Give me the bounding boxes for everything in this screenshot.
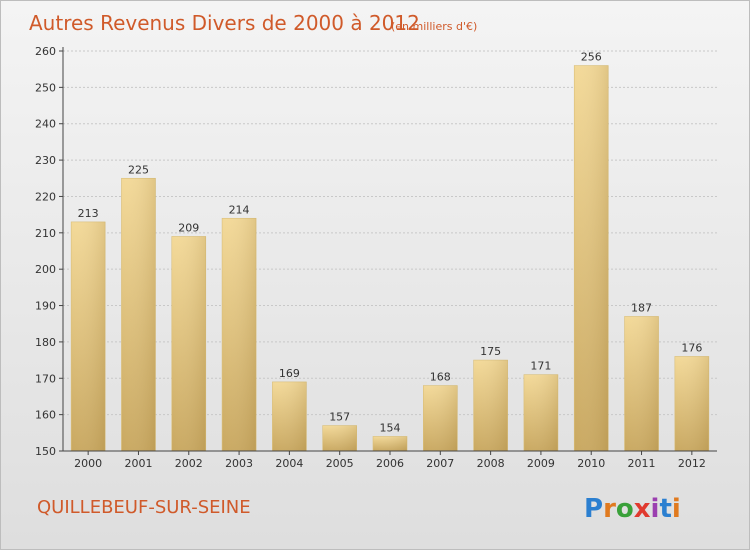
x-tick-label: 2011: [628, 457, 656, 470]
bar-shading: [71, 221, 106, 451]
bar-value-label: 213: [78, 207, 99, 220]
chart-subtitle: (en milliers d'€): [391, 20, 477, 33]
bar-value-label: 154: [380, 421, 401, 434]
x-tick-label: 2001: [124, 457, 152, 470]
proxiti-logo: Proxiti: [584, 494, 681, 524]
commune-name: QUILLEBEUF-SUR-SEINE: [37, 497, 251, 518]
bar-value-label: 209: [178, 221, 199, 234]
grid-lines: [63, 50, 717, 452]
bar-value-label: 169: [279, 367, 300, 380]
x-tick-label: 2012: [678, 457, 706, 470]
bar-value-label: 214: [229, 203, 250, 216]
bar-value-label: 176: [681, 341, 702, 354]
y-tick-label: 180: [35, 336, 56, 349]
bar-value-label: 175: [480, 345, 501, 358]
bar-value-label: 168: [430, 371, 451, 384]
x-tick-label: 2009: [527, 457, 555, 470]
bar-shading: [222, 218, 257, 451]
bar-shading: [171, 236, 206, 451]
bar-shading: [523, 374, 558, 451]
y-tick-label: 190: [35, 300, 56, 313]
y-tick-label: 210: [35, 227, 56, 240]
bar-shading: [322, 425, 357, 451]
x-tick-label: 2008: [477, 457, 505, 470]
bar-shading: [574, 65, 609, 451]
y-tick-label: 200: [35, 263, 56, 276]
brand-letter: r: [603, 494, 616, 524]
y-tick-label: 160: [35, 409, 56, 422]
x-tick-label: 2000: [74, 457, 102, 470]
bars: [70, 65, 710, 452]
x-tick-label: 2010: [577, 457, 605, 470]
y-tick-label: 170: [35, 372, 56, 385]
bar-shading: [272, 381, 307, 451]
brand-letter: i: [672, 494, 681, 524]
x-tick-label: 2003: [225, 457, 253, 470]
y-tick-label: 240: [35, 118, 56, 131]
bar-shading: [373, 436, 407, 451]
x-tick-label: 2007: [426, 457, 454, 470]
chart-title: Autres Revenus Divers de 2000 à 2012: [29, 11, 420, 35]
y-tick-label: 260: [35, 45, 56, 58]
brand-letter: i: [651, 494, 660, 524]
axes: 150 160 170 180 190 200 210 220 230 240 250 260 2000…: [35, 45, 717, 470]
bar-value-label: 171: [530, 360, 551, 373]
bar-value-label: 256: [581, 51, 602, 64]
x-tick-label: 2004: [275, 457, 303, 470]
bar-shading: [624, 316, 659, 451]
bar-value-label: 225: [128, 163, 149, 176]
y-tick-label: 250: [35, 81, 56, 94]
bar-shading: [121, 178, 156, 452]
x-tick-label: 2005: [326, 457, 354, 470]
bar-value-label: 187: [631, 301, 652, 314]
y-tick-label: 230: [35, 154, 56, 167]
bar-shading: [423, 385, 458, 451]
brand-letter: o: [616, 494, 634, 524]
x-tick-label: 2002: [175, 457, 203, 470]
y-tick-label: 220: [35, 190, 56, 203]
bar-shading: [674, 356, 709, 451]
brand-letter: t: [659, 494, 671, 524]
y-tick-label: 150: [35, 445, 56, 458]
brand-name: Proxiti: [584, 494, 681, 524]
brand-letter: P: [584, 494, 603, 524]
value-labels: 213 225 209 214 169 157 154 168 175 171 256 187 176: [78, 51, 703, 435]
brand-letter: x: [634, 494, 651, 524]
bar-shading: [473, 360, 508, 451]
x-tick-label: 2006: [376, 457, 404, 470]
bar-value-label: 157: [329, 411, 350, 424]
